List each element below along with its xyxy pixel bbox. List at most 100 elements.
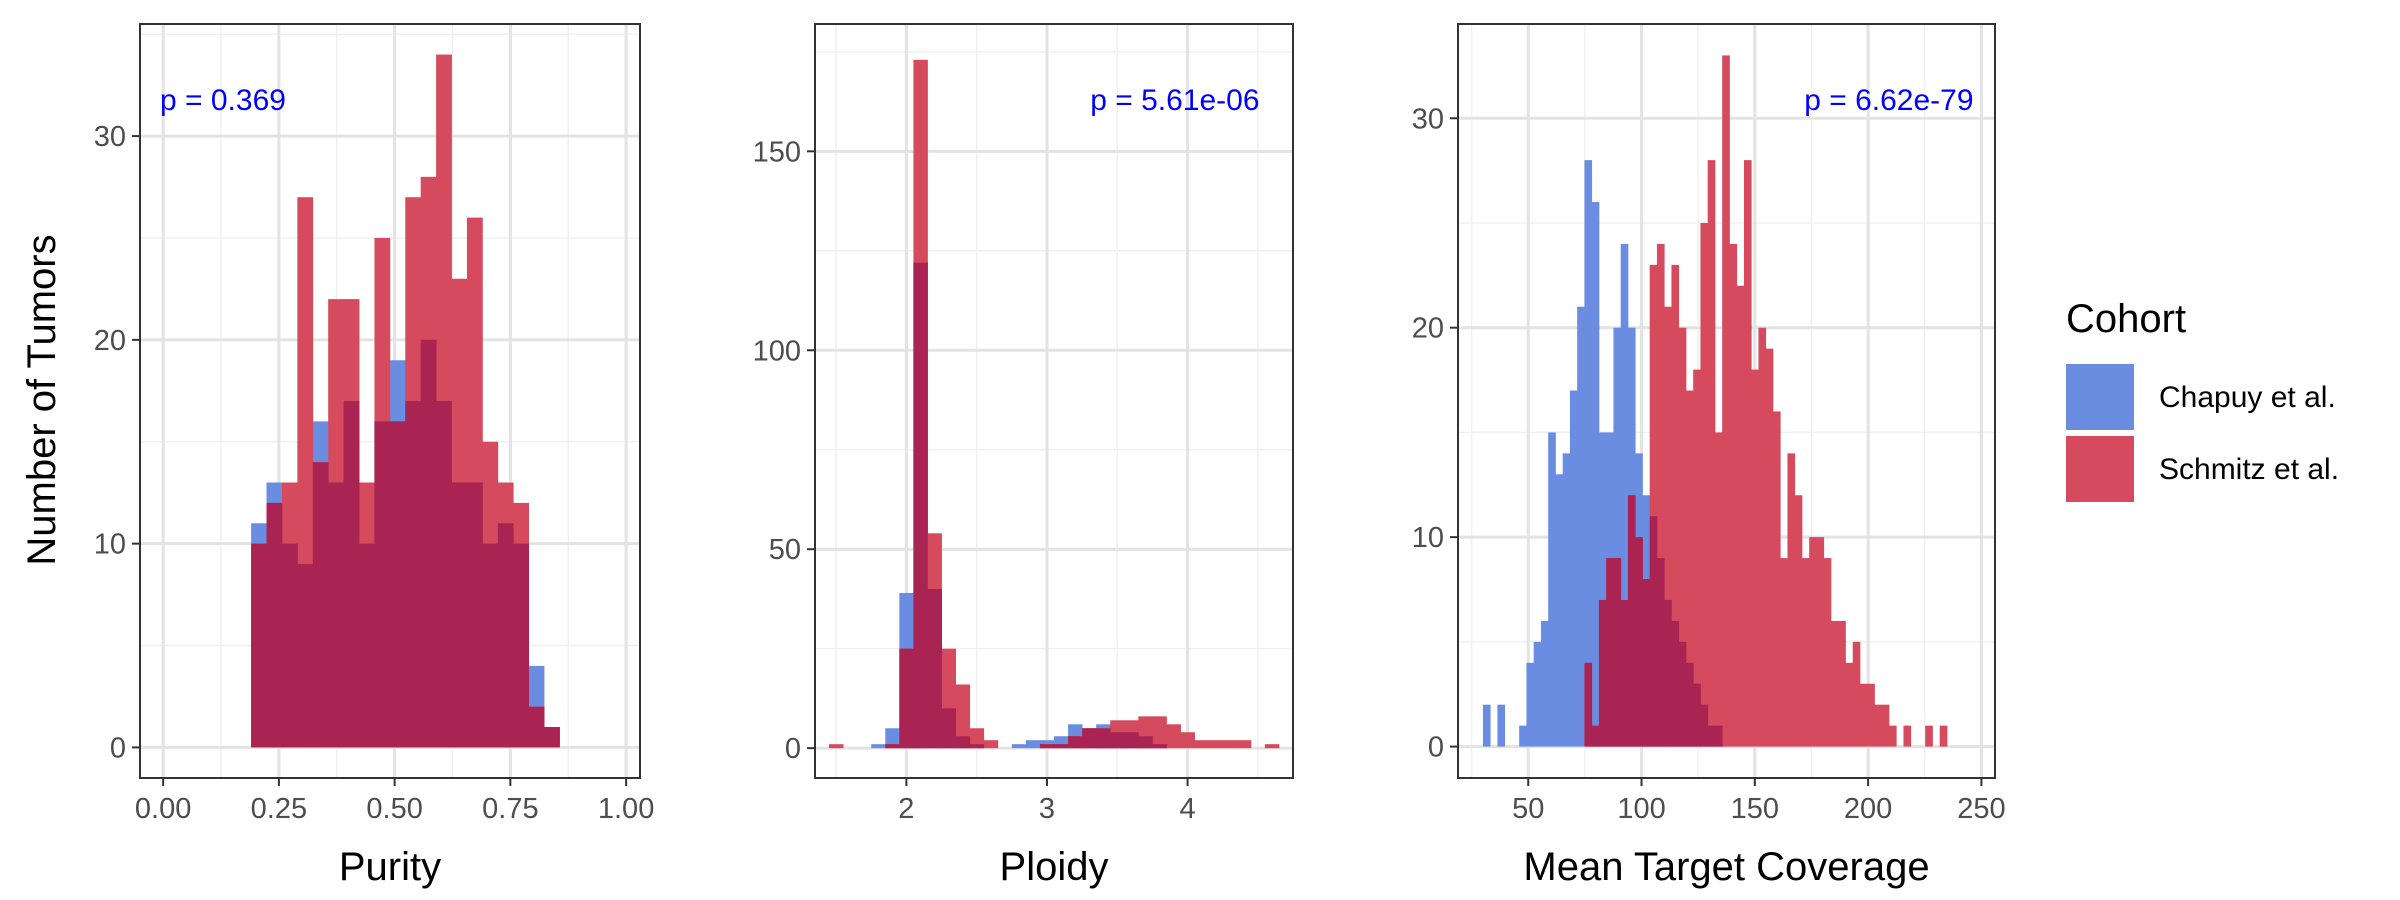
- bar-schmitz: [1264, 744, 1280, 749]
- bar-overlap: [297, 564, 314, 748]
- bar-chapuy: [1577, 306, 1585, 747]
- y-tick-label: 50: [769, 534, 801, 566]
- bar-schmitz: [1194, 740, 1210, 749]
- bar-schmitz: [1823, 558, 1832, 747]
- bar-chapuy: [1562, 453, 1571, 747]
- x-tick-label: 100: [1617, 793, 1665, 825]
- bar-overlap: [405, 401, 422, 748]
- bar-overlap: [1627, 495, 1636, 747]
- y-tick-label: 20: [1412, 313, 1444, 345]
- bar-overlap: [374, 421, 391, 748]
- bar-schmitz: [1794, 495, 1803, 747]
- bar-schmitz: [1693, 369, 1701, 747]
- bar-overlap: [451, 482, 468, 748]
- bar-schmitz: [1830, 620, 1839, 747]
- bar-chapuy: [1011, 744, 1027, 749]
- bar-overlap: [544, 727, 560, 748]
- bar-chapuy: [1519, 725, 1527, 747]
- y-tick-label: 0: [110, 732, 126, 764]
- bar-schmitz: [1736, 285, 1745, 747]
- bar-overlap: [1635, 537, 1643, 747]
- bar-overlap: [969, 744, 985, 749]
- bar-schmitz: [1707, 160, 1716, 747]
- y-tick-label: 30: [94, 121, 126, 153]
- x-tick-label: 4: [1179, 793, 1195, 825]
- bar-schmitz: [1881, 704, 1890, 747]
- bar-overlap: [343, 401, 360, 748]
- bar-overlap: [420, 339, 437, 748]
- bar-schmitz: [1700, 222, 1709, 747]
- bar-chapuy: [1497, 704, 1506, 747]
- bar-overlap: [1068, 736, 1083, 749]
- y-tick-label: 0: [1428, 732, 1444, 764]
- bar-overlap: [1707, 725, 1716, 747]
- panel-purity: p = 0.369 0 10 20 30 0.00 0.25 0.50 0.75 1.00 P…: [94, 23, 654, 889]
- panel-border-coverage: [1457, 23, 1996, 779]
- p-value-purity: p = 0.369: [160, 84, 286, 117]
- y-tick-label: 30: [1412, 103, 1444, 135]
- x-axis-coverage: 50 100 150 200 250: [1512, 778, 2006, 825]
- grid-ploidy: [815, 24, 1293, 778]
- panel-border-ploidy: [814, 23, 1294, 779]
- bar-schmitz: [829, 744, 844, 749]
- x-tick-label: 50: [1512, 793, 1544, 825]
- x-tick-label: 1.00: [598, 793, 654, 825]
- legend-title: Cohort: [2066, 297, 2186, 341]
- y-tick-label: 0: [785, 733, 801, 765]
- bar-schmitz: [1787, 453, 1796, 747]
- x-axis-title-ploidy: Ploidy: [1000, 845, 1109, 889]
- bar-overlap: [251, 543, 267, 748]
- x-tick-label: 150: [1731, 793, 1779, 825]
- bar-schmitz: [969, 728, 985, 749]
- bar-chapuy: [1054, 736, 1069, 749]
- bar-overlap: [1152, 744, 1167, 749]
- bar-schmitz: [1236, 740, 1252, 749]
- bar-chapuy: [1540, 620, 1549, 747]
- bars-overlap-purity: [251, 339, 560, 748]
- y-tick-label: 150: [753, 136, 801, 168]
- bar-schmitz: [1903, 725, 1912, 747]
- bar-chapuy: [1548, 432, 1556, 747]
- p-value-ploidy: p = 5.61e-06: [1090, 84, 1259, 117]
- bar-chapuy: [1620, 243, 1629, 747]
- bar-schmitz: [1678, 327, 1687, 747]
- bar-overlap: [312, 462, 329, 748]
- bar-overlap: [913, 262, 928, 749]
- bar-schmitz: [1671, 264, 1680, 747]
- bar-schmitz: [1772, 411, 1781, 747]
- bar-schmitz: [1685, 390, 1694, 747]
- bar-chapuy: [1598, 432, 1607, 747]
- bar-overlap: [1678, 641, 1687, 747]
- y-axis-coverage: 0 10 20 30: [1412, 103, 1458, 764]
- bar-overlap: [1598, 599, 1607, 747]
- bar-chapuy: [1533, 641, 1542, 747]
- x-tick-label: 0.75: [482, 793, 538, 825]
- bar-schmitz: [1180, 732, 1195, 749]
- bar-overlap: [1039, 744, 1055, 749]
- bar-schmitz: [1809, 537, 1817, 747]
- bar-overlap: [466, 482, 483, 748]
- bar-schmitz: [1152, 716, 1167, 749]
- x-axis-title-coverage: Mean Target Coverage: [1523, 845, 1929, 889]
- bar-overlap: [436, 401, 452, 748]
- bar-overlap: [1620, 599, 1629, 747]
- x-tick-label: 250: [1957, 793, 2005, 825]
- bar-overlap: [266, 502, 283, 748]
- bar-schmitz: [1925, 725, 1933, 747]
- panel-coverage: p = 6.62e-79 0 10 20 30 50 100 150 200 250 Mean…: [1412, 23, 2006, 889]
- x-axis-ploidy: 2 3 4: [898, 778, 1196, 825]
- bar-overlap: [1656, 558, 1665, 747]
- bar-chapuy: [1569, 390, 1578, 747]
- bar-overlap: [1124, 732, 1139, 749]
- bar-schmitz: [1758, 327, 1767, 747]
- panel-ploidy: p = 5.61e-06 0 50 100 150 2 3 4 Ploidy: [753, 23, 1294, 889]
- bar-schmitz: [1780, 558, 1788, 747]
- bar-overlap: [1693, 683, 1701, 747]
- bar-schmitz: [1874, 704, 1883, 747]
- bar-schmitz: [1722, 55, 1730, 747]
- bar-overlap: [513, 543, 530, 748]
- bar-overlap: [1664, 599, 1672, 747]
- bar-overlap: [1110, 732, 1125, 749]
- bar-chapuy: [1025, 740, 1041, 749]
- bar-overlap: [1613, 558, 1622, 747]
